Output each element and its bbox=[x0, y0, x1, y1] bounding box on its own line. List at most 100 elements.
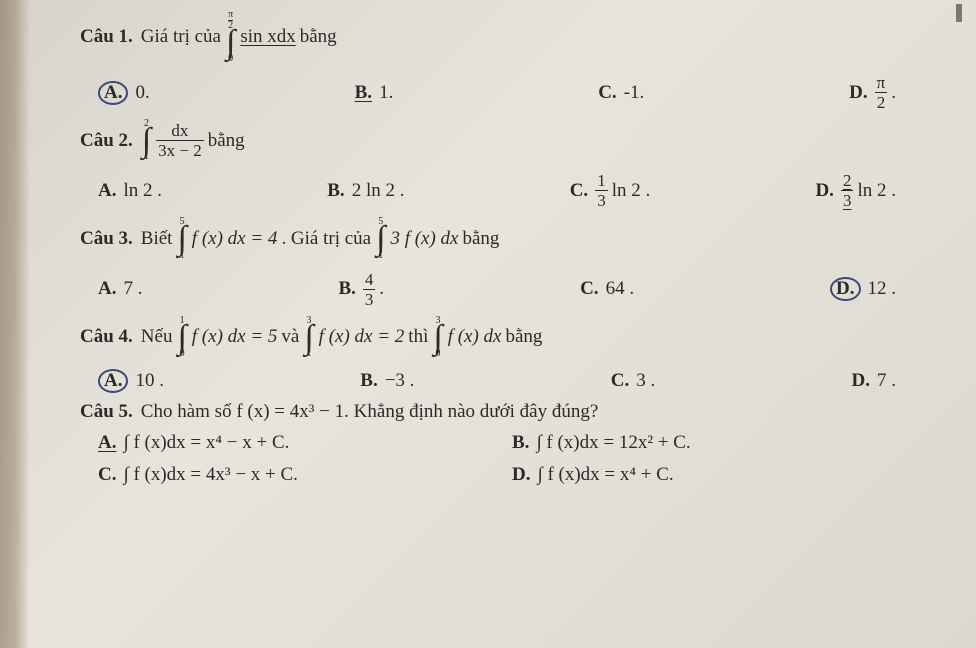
q5-options: A. ∫ f (x)dx = x⁴ − x + C. B. ∫ f (x)dx … bbox=[80, 432, 926, 486]
q4-a-val: 10 . bbox=[135, 370, 164, 392]
q1-d-n: π bbox=[875, 74, 888, 91]
q1-b-letter: B. bbox=[355, 82, 372, 104]
q3-c-val: 64 . bbox=[606, 278, 635, 300]
question-3: Câu 3. Biết 5 ∫ 1 f (x) dx = 4 . Giá trị… bbox=[80, 215, 926, 307]
q4-i1-ub: 1 bbox=[180, 316, 185, 326]
q3-i1-ub: 5 bbox=[180, 217, 185, 227]
q4-c-letter: C. bbox=[611, 370, 629, 392]
q2-num: dx bbox=[169, 122, 190, 139]
q1-opt-b: B. 1. bbox=[355, 82, 394, 104]
question-4: Câu 4. Nếu 1 ∫ 0 f (x) dx = 5 và 3 ∫ 1 f… bbox=[80, 314, 926, 393]
q3-i2-ub: 5 bbox=[378, 217, 383, 227]
q5-a-val: ∫ f (x)dx = x⁴ − x + C. bbox=[123, 432, 289, 454]
question-2: Câu 2. 2 ∫ 1 dx 3x − 2 bằng A. ln 2 . B.… bbox=[80, 117, 926, 209]
q5-opt-b: B. ∫ f (x)dx = 12x² + C. bbox=[512, 432, 926, 454]
q3-a-letter: A. bbox=[98, 278, 116, 300]
q1-c-letter: C. bbox=[598, 82, 616, 104]
q2-a-val: ln 2 . bbox=[123, 180, 162, 202]
q1-options: A. 0. B. 1. C. -1. D. π 2 . bbox=[80, 74, 926, 111]
q3-i2-lb: 1 bbox=[378, 251, 383, 261]
exam-page: Câu 1. Giá trị của π 2 ∫ 0 sin xdx bằng … bbox=[30, 0, 966, 648]
q4-opt-c: C. 3 . bbox=[611, 370, 655, 392]
q4-post: bằng bbox=[506, 324, 543, 350]
q4-integrand1: f (x) dx = 5 bbox=[192, 324, 278, 350]
q5-text: Cho hàm số f (x) = 4x³ − 1. Khẳng định n… bbox=[141, 399, 599, 425]
q4-d-letter: D. bbox=[852, 370, 870, 392]
q1-a-letter: A. bbox=[98, 81, 128, 105]
q1-d-letter: D. bbox=[849, 82, 867, 104]
integral-symbol: ∫ bbox=[142, 127, 151, 154]
q5-a-letter: A. bbox=[98, 432, 116, 454]
q2-d-post: ln 2 . bbox=[857, 180, 896, 202]
q2-stem: Câu 2. 2 ∫ 1 dx 3x − 2 bằng bbox=[80, 117, 926, 164]
q2-opt-c: C. 1 3 ln 2 . bbox=[570, 172, 651, 209]
q1-stem: Câu 1. Giá trị của π 2 ∫ 0 sin xdx bằng bbox=[80, 8, 926, 66]
q1-integrand: sin xdx bbox=[240, 24, 295, 50]
integral-symbol: ∫ bbox=[177, 324, 186, 351]
q2-a-letter: A. bbox=[98, 180, 116, 202]
q1-opt-c: C. -1. bbox=[598, 82, 644, 104]
q2-c-post: ln 2 . bbox=[612, 180, 651, 202]
q1-c-val: -1. bbox=[624, 82, 645, 104]
q1-post: bằng bbox=[300, 24, 337, 50]
q5-c-letter: C. bbox=[98, 464, 116, 486]
q5-d-letter: D. bbox=[512, 464, 530, 486]
q3-post: bằng bbox=[463, 226, 500, 252]
q2-d-d: 3 bbox=[841, 192, 854, 209]
q4-int3: 3 ∫ 0 bbox=[433, 314, 442, 361]
q2-c-n: 1 bbox=[595, 172, 608, 189]
q3-i1-lb: 1 bbox=[180, 251, 185, 261]
q1-ub-num: π bbox=[228, 10, 233, 20]
q1-d-post: . bbox=[891, 82, 896, 104]
q1-a-val: 0. bbox=[135, 82, 149, 104]
q1-d-d: 2 bbox=[875, 94, 888, 111]
q3-opt-d: D. 12 . bbox=[830, 277, 896, 301]
q3-int1: 5 ∫ 1 bbox=[177, 215, 186, 262]
q5-opt-a: A. ∫ f (x)dx = x⁴ − x + C. bbox=[98, 432, 512, 454]
q4-i3-ub: 3 bbox=[436, 316, 441, 326]
q4-pre: Nếu bbox=[141, 324, 173, 350]
q4-options: A. 10 . B. −3 . C. 3 . D. 7 . bbox=[80, 369, 926, 393]
q1-integral: π 2 ∫ 0 bbox=[226, 8, 235, 66]
q2-ub: 2 bbox=[144, 119, 149, 129]
q2-opt-b: B. 2 ln 2 . bbox=[327, 180, 404, 202]
q4-opt-d: D. 7 . bbox=[852, 370, 896, 392]
q3-a-val: 7 . bbox=[123, 278, 142, 300]
q2-den: 3x − 2 bbox=[156, 142, 204, 159]
q3-opt-b: B. 4 3 . bbox=[338, 271, 384, 308]
q3-b-frac: 4 3 bbox=[363, 271, 376, 308]
q2-c-letter: C. bbox=[570, 180, 588, 202]
q3-integrand2: 3 f (x) dx bbox=[390, 226, 458, 252]
q2-lb: 1 bbox=[144, 152, 149, 162]
q4-i2-ub: 3 bbox=[307, 316, 312, 326]
q4-opt-a: A. 10 . bbox=[98, 369, 164, 393]
q2-opt-a: A. ln 2 . bbox=[98, 180, 162, 202]
q4-int2: 3 ∫ 1 bbox=[304, 314, 313, 361]
q3-b-d: 3 bbox=[363, 291, 376, 308]
q3-pre: Biết bbox=[141, 226, 173, 252]
q2-integral: 2 ∫ 1 bbox=[142, 117, 151, 164]
q3-options: A. 7 . B. 4 3 . C. 64 . D. 12 . bbox=[80, 271, 926, 308]
q2-d-n: 2 bbox=[841, 172, 854, 189]
q3-b-n: 4 bbox=[363, 271, 376, 288]
q1-b-val: 1. bbox=[379, 82, 393, 104]
q5-d-val: ∫ f (x)dx = x⁴ + C. bbox=[537, 464, 673, 486]
q2-b-val: 2 ln 2 . bbox=[352, 180, 405, 202]
q1-opt-a: A. 0. bbox=[98, 81, 150, 105]
q4-integrand2: f (x) dx = 2 bbox=[319, 324, 405, 350]
q2-frac: dx 3x − 2 bbox=[156, 122, 204, 159]
q3-label: Câu 3. bbox=[80, 226, 133, 252]
question-5: Câu 5. Cho hàm số f (x) = 4x³ − 1. Khẳng… bbox=[80, 399, 926, 487]
q5-opt-d: D. ∫ f (x)dx = x⁴ + C. bbox=[512, 464, 926, 486]
q5-opt-c: C. ∫ f (x)dx = 4x³ − x + C. bbox=[98, 464, 512, 486]
q4-opt-b: B. −3 . bbox=[360, 370, 414, 392]
q1-opt-d: D. π 2 . bbox=[849, 74, 896, 111]
question-1: Câu 1. Giá trị của π 2 ∫ 0 sin xdx bằng … bbox=[80, 8, 926, 111]
integral-symbol: ∫ bbox=[376, 225, 385, 252]
q1-lb: 0 bbox=[228, 54, 233, 64]
q3-mid: Giá trị của bbox=[291, 226, 371, 252]
q2-c-d: 3 bbox=[595, 192, 608, 209]
q4-i1-lb: 0 bbox=[180, 349, 185, 359]
q4-integrand3: f (x) dx bbox=[448, 324, 502, 350]
q4-d-val: 7 . bbox=[877, 370, 896, 392]
